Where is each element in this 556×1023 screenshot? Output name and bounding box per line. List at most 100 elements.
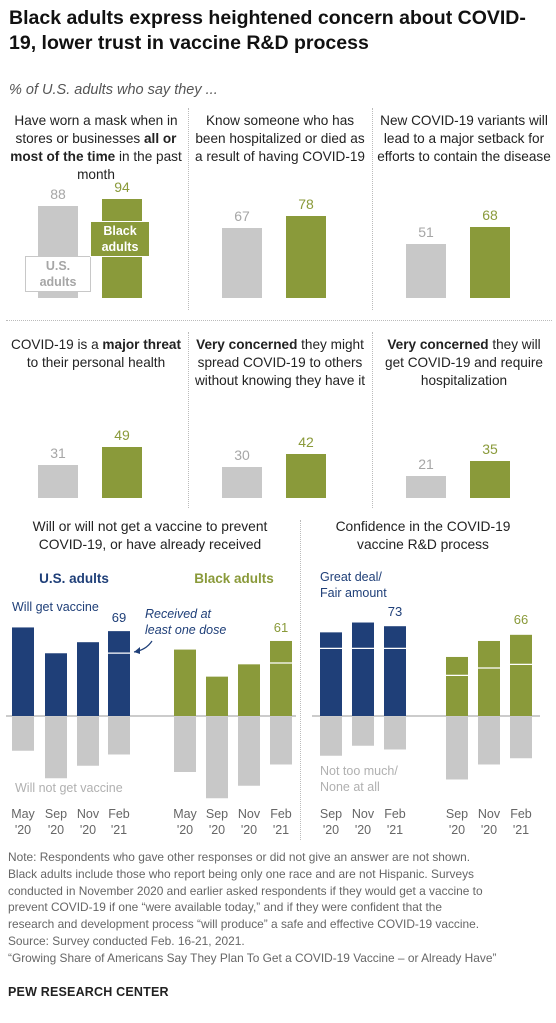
- panel-title: New COVID-19 variants will lead to a maj…: [376, 112, 552, 166]
- great-deal-label: Fair amount: [320, 586, 387, 600]
- bar-will-not: [174, 717, 196, 772]
- bar-will-get: [270, 640, 292, 716]
- x-tick-label: Sep: [446, 807, 468, 821]
- value-label-us: 21: [418, 455, 434, 472]
- x-tick-label: '20: [241, 823, 257, 837]
- not-too-much-label: None at all: [320, 780, 380, 794]
- value-label-us: 88: [50, 185, 66, 202]
- value-label-black: 49: [114, 426, 130, 443]
- legend-black-adults: Black adults: [90, 221, 150, 257]
- bar-will-not: [12, 717, 34, 751]
- panel-title: Very concerned they will get COVID-19 an…: [376, 336, 552, 390]
- bar-great-deal: [352, 622, 374, 716]
- note-line: research and development process “will p…: [8, 917, 480, 932]
- not-too-much-label: Not too much/: [320, 764, 398, 778]
- bar-us: [222, 466, 262, 498]
- bar-us: [38, 465, 78, 498]
- bar-will-get: [77, 642, 99, 716]
- panel-title-part: Very concerned: [196, 337, 298, 352]
- bar-will-get: [12, 627, 34, 716]
- bar-will-not: [206, 717, 228, 799]
- legend-us-label: U.S. adults: [39, 259, 77, 289]
- panel-title-part: they might spread COVID-19 to others wit…: [194, 337, 366, 388]
- legend-black-label: Black adults: [101, 224, 139, 254]
- panel-6: Very concerned they will get COVID-19 an…: [372, 336, 556, 546]
- bar-black: [470, 226, 510, 298]
- value-label-us: 30: [234, 446, 250, 463]
- bar-black: [102, 446, 142, 498]
- value-label-us: 67: [234, 207, 250, 224]
- divider: [300, 520, 301, 840]
- panel-title-part: Have worn a mask when in stores or busin…: [14, 113, 178, 146]
- note-line: “Growing Share of Americans Say They Pla…: [8, 950, 497, 965]
- bar-will-get: [108, 631, 130, 716]
- received-label: Received at: [145, 607, 212, 621]
- black-adults-header: Black adults: [194, 571, 274, 586]
- x-tick-label: May: [173, 807, 197, 821]
- x-tick-label: '20: [177, 823, 193, 837]
- bar-will-not: [108, 717, 130, 755]
- value-label-us: 31: [50, 445, 66, 462]
- bar-great-deal: [478, 640, 500, 716]
- panel-title: Very concerned they might spread COVID-1…: [192, 336, 368, 390]
- panel-title-part: to their personal health: [26, 355, 166, 370]
- chart-title: Black adults express heightened concern …: [9, 7, 526, 54]
- note-line: Source: Survey conducted Feb. 16-21, 202…: [8, 933, 245, 948]
- us-adults-header: U.S. adults: [39, 571, 109, 586]
- bar-will-get: [206, 676, 228, 716]
- panel-3: New COVID-19 variants will lead to a maj…: [372, 112, 556, 322]
- legend-us-adults: U.S. adults: [25, 256, 91, 292]
- x-tick-label: Sep: [206, 807, 228, 821]
- note-line: prevent COVID-19 if one “were available …: [8, 900, 443, 915]
- bar-black: [470, 461, 510, 498]
- x-tick-label: '20: [481, 823, 497, 837]
- x-tick-label: Feb: [108, 807, 130, 821]
- panel-5: Very concerned they might spread COVID-1…: [188, 336, 372, 546]
- divider: [372, 332, 373, 508]
- great-deal-label: Great deal/: [320, 570, 382, 584]
- panel-title: Know someone who has been hospitalized o…: [192, 112, 368, 166]
- bar-will-not: [238, 717, 260, 786]
- black-conf-feb-value: 66: [514, 612, 528, 627]
- x-tick-label: Sep: [45, 807, 67, 821]
- will-get-label: Will get vaccine: [12, 600, 99, 614]
- source: PEW RESEARCH CENTER: [8, 985, 169, 999]
- panel-title-part: major threat: [102, 337, 181, 352]
- divider: [372, 108, 373, 310]
- panel-2: Know someone who has been hospitalized o…: [188, 112, 372, 322]
- panel-4: COVID-19 is a major threat to their pers…: [4, 336, 188, 546]
- panel-title-part: COVID-19 is a: [11, 337, 103, 352]
- bar-great-deal: [384, 626, 406, 716]
- value-label-black: 68: [482, 206, 498, 223]
- x-tick-label: '20: [48, 823, 64, 837]
- vaccine-section-title: Will or will not get a vaccine to preven…: [32, 519, 268, 552]
- x-tick-label: Sep: [320, 807, 342, 821]
- notes: Note: Respondents who gave other respons…: [8, 849, 553, 967]
- x-tick-label: '20: [323, 823, 339, 837]
- value-label-black: 78: [298, 196, 314, 213]
- note-line: Note: Respondents who gave other respons…: [8, 850, 471, 864]
- confidence-section-title: Confidence in the COVID-19 vaccine R&D p…: [335, 519, 511, 552]
- x-tick-label: Feb: [510, 807, 532, 821]
- x-tick-label: '20: [355, 823, 371, 837]
- bar-not-too-much: [320, 717, 342, 756]
- x-tick-label: '20: [449, 823, 465, 837]
- bar-will-not: [270, 717, 292, 765]
- note-line: Black adults include those who report be…: [8, 866, 474, 881]
- panel-1: Have worn a mask when in stores or busin…: [4, 112, 188, 322]
- bar-black: [286, 216, 326, 298]
- panel-title-part: in the past month: [77, 149, 182, 182]
- bar-black: [286, 453, 326, 498]
- bar-not-too-much: [510, 717, 532, 759]
- x-tick-label: Nov: [238, 807, 261, 821]
- panel-title-part: they will get COVID-19 and require hospi…: [385, 337, 543, 388]
- bottom-charts: U.S. adults Black adults Will get vaccine 6…: [6, 570, 540, 837]
- bar-will-get: [174, 649, 196, 716]
- x-tick-label: Feb: [384, 807, 406, 821]
- panel-title-part: Know someone who has been hospitalized o…: [194, 113, 365, 164]
- divider: [188, 332, 189, 508]
- value-label-us: 51: [418, 224, 434, 241]
- panel-title: Have worn a mask when in stores or busin…: [8, 112, 184, 184]
- x-tick-label: '21: [111, 823, 127, 837]
- bar-not-too-much: [352, 717, 374, 746]
